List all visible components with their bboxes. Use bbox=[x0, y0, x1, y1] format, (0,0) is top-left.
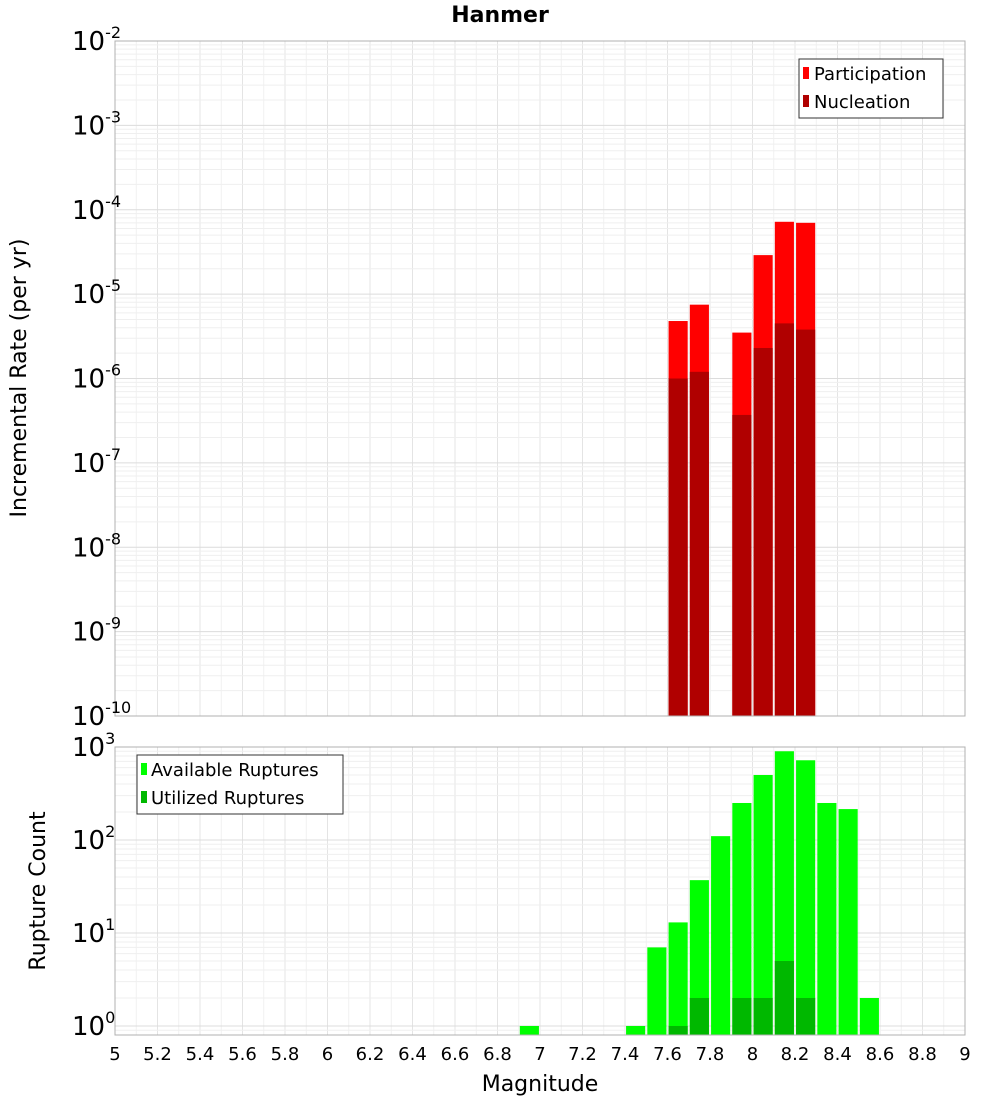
x-tick-label: 5.8 bbox=[271, 1044, 300, 1065]
y-tick-label: 10-6 bbox=[72, 361, 121, 395]
x-tick-label: 7.4 bbox=[611, 1044, 640, 1065]
y-tick-label: 10-9 bbox=[72, 614, 121, 648]
bar-utilized-ruptures bbox=[774, 960, 794, 1035]
bar-utilized-ruptures bbox=[753, 997, 773, 1035]
legend-label-participation: Participation bbox=[814, 64, 926, 85]
x-tick-label: 5.2 bbox=[143, 1044, 172, 1065]
legend-swatch-participation bbox=[803, 67, 809, 79]
bar-nucleation bbox=[668, 378, 688, 716]
bar-available-ruptures bbox=[817, 802, 837, 1035]
bar-utilized-ruptures bbox=[689, 997, 709, 1035]
bar-utilized-ruptures bbox=[796, 997, 816, 1035]
chart-title: Hanmer bbox=[451, 3, 549, 28]
top-bars bbox=[668, 221, 816, 716]
x-tick-label: 7.6 bbox=[653, 1044, 682, 1065]
legend-label-available: Available Ruptures bbox=[151, 760, 319, 781]
x-tick-label: 6.4 bbox=[398, 1044, 427, 1065]
x-tick-label: 7 bbox=[534, 1044, 545, 1065]
bar-nucleation bbox=[774, 323, 794, 716]
bottom-y-ticks: 100 101 102 103 bbox=[72, 729, 115, 1042]
top-grid bbox=[114, 40, 966, 717]
bottom-legend: Available Ruptures Utilized Ruptures bbox=[136, 754, 344, 815]
x-tick-label: 6 bbox=[322, 1044, 333, 1065]
y-tick-label: 10-10 bbox=[72, 698, 131, 732]
y-tick-label: 10-2 bbox=[72, 23, 121, 57]
bottom-y-axis-label: Rupture Count bbox=[26, 811, 51, 971]
top-legend-box bbox=[798, 58, 944, 119]
bar-utilized-ruptures bbox=[668, 1025, 688, 1035]
x-tick-label: 5 bbox=[109, 1044, 120, 1065]
x-axis-label: Magnitude bbox=[482, 1072, 599, 1097]
x-tick-label: 8.4 bbox=[823, 1044, 852, 1065]
y-tick-label: 103 bbox=[72, 729, 115, 763]
bar-available-ruptures bbox=[689, 880, 709, 1035]
x-tick-label: 7.2 bbox=[568, 1044, 597, 1065]
x-tick-label: 5.4 bbox=[186, 1044, 215, 1065]
bar-utilized-ruptures bbox=[732, 997, 752, 1035]
bar-available-ruptures bbox=[668, 922, 688, 1035]
x-tick-label: 6.2 bbox=[356, 1044, 385, 1065]
legend-swatch-available bbox=[141, 763, 147, 775]
x-tick-label: 6.6 bbox=[441, 1044, 470, 1065]
bottom-plot-border bbox=[114, 746, 966, 1036]
legend-label-nucleation: Nucleation bbox=[814, 92, 910, 113]
bar-available-ruptures bbox=[626, 1025, 646, 1035]
legend-label-utilized: Utilized Ruptures bbox=[151, 788, 304, 809]
bar-available-ruptures bbox=[753, 774, 773, 1035]
y-tick-label: 10-8 bbox=[72, 529, 121, 563]
bar-available-ruptures bbox=[796, 760, 816, 1035]
x-tick-label: 8.6 bbox=[866, 1044, 895, 1065]
top-panel: 10-10 10-9 10-8 10-7 10-6 10-5 10-4 10-3 10-2 In… bbox=[7, 23, 966, 732]
bottom-bars bbox=[519, 751, 879, 1035]
bottom-legend-box bbox=[136, 754, 344, 815]
y-tick-label: 101 bbox=[72, 915, 115, 949]
bar-nucleation bbox=[689, 371, 709, 716]
bar-nucleation bbox=[753, 347, 773, 716]
bar-available-ruptures bbox=[711, 836, 731, 1035]
bar-nucleation bbox=[732, 414, 752, 716]
bottom-x-ticks: 5 5.2 5.4 5.6 5.8 6 6.2 6.4 6.6 6.8 7 7.2 7.4 7.6 7.8 8… bbox=[109, 1044, 970, 1065]
y-tick-label: 10-4 bbox=[72, 192, 121, 226]
legend-swatch-nucleation bbox=[803, 95, 809, 107]
x-tick-label: 8 bbox=[747, 1044, 758, 1065]
bar-available-ruptures bbox=[838, 809, 858, 1035]
bar-nucleation bbox=[796, 329, 816, 716]
y-tick-label: 102 bbox=[72, 822, 115, 856]
x-tick-label: 8.2 bbox=[781, 1044, 810, 1065]
x-tick-label: 8.8 bbox=[908, 1044, 937, 1065]
x-tick-label: 5.6 bbox=[228, 1044, 257, 1065]
top-y-ticks: 10-10 10-9 10-8 10-7 10-6 10-5 10-4 10-3 10-2 bbox=[72, 23, 131, 732]
x-tick-label: 6.8 bbox=[483, 1044, 512, 1065]
bar-available-ruptures bbox=[732, 802, 752, 1035]
y-tick-label: 10-3 bbox=[72, 107, 121, 141]
bottom-panel: 100 101 102 103 5 5.2 5.4 5.6 5.8 6 6.2 6.4 6.6 6.8 7… bbox=[26, 729, 971, 1097]
x-tick-label: 9 bbox=[959, 1044, 970, 1065]
bar-available-ruptures bbox=[859, 997, 879, 1035]
legend-swatch-utilized bbox=[141, 791, 147, 803]
y-tick-label: 10-5 bbox=[72, 276, 121, 310]
top-y-axis-label: Incremental Rate (per yr) bbox=[7, 239, 32, 518]
y-tick-label: 100 bbox=[72, 1008, 115, 1042]
top-legend: Participation Nucleation bbox=[798, 58, 944, 119]
top-plot-border bbox=[114, 40, 966, 717]
y-tick-label: 10-7 bbox=[72, 445, 121, 479]
x-tick-label: 7.8 bbox=[696, 1044, 725, 1065]
bar-available-ruptures bbox=[519, 1025, 539, 1035]
bar-available-ruptures bbox=[647, 947, 667, 1035]
